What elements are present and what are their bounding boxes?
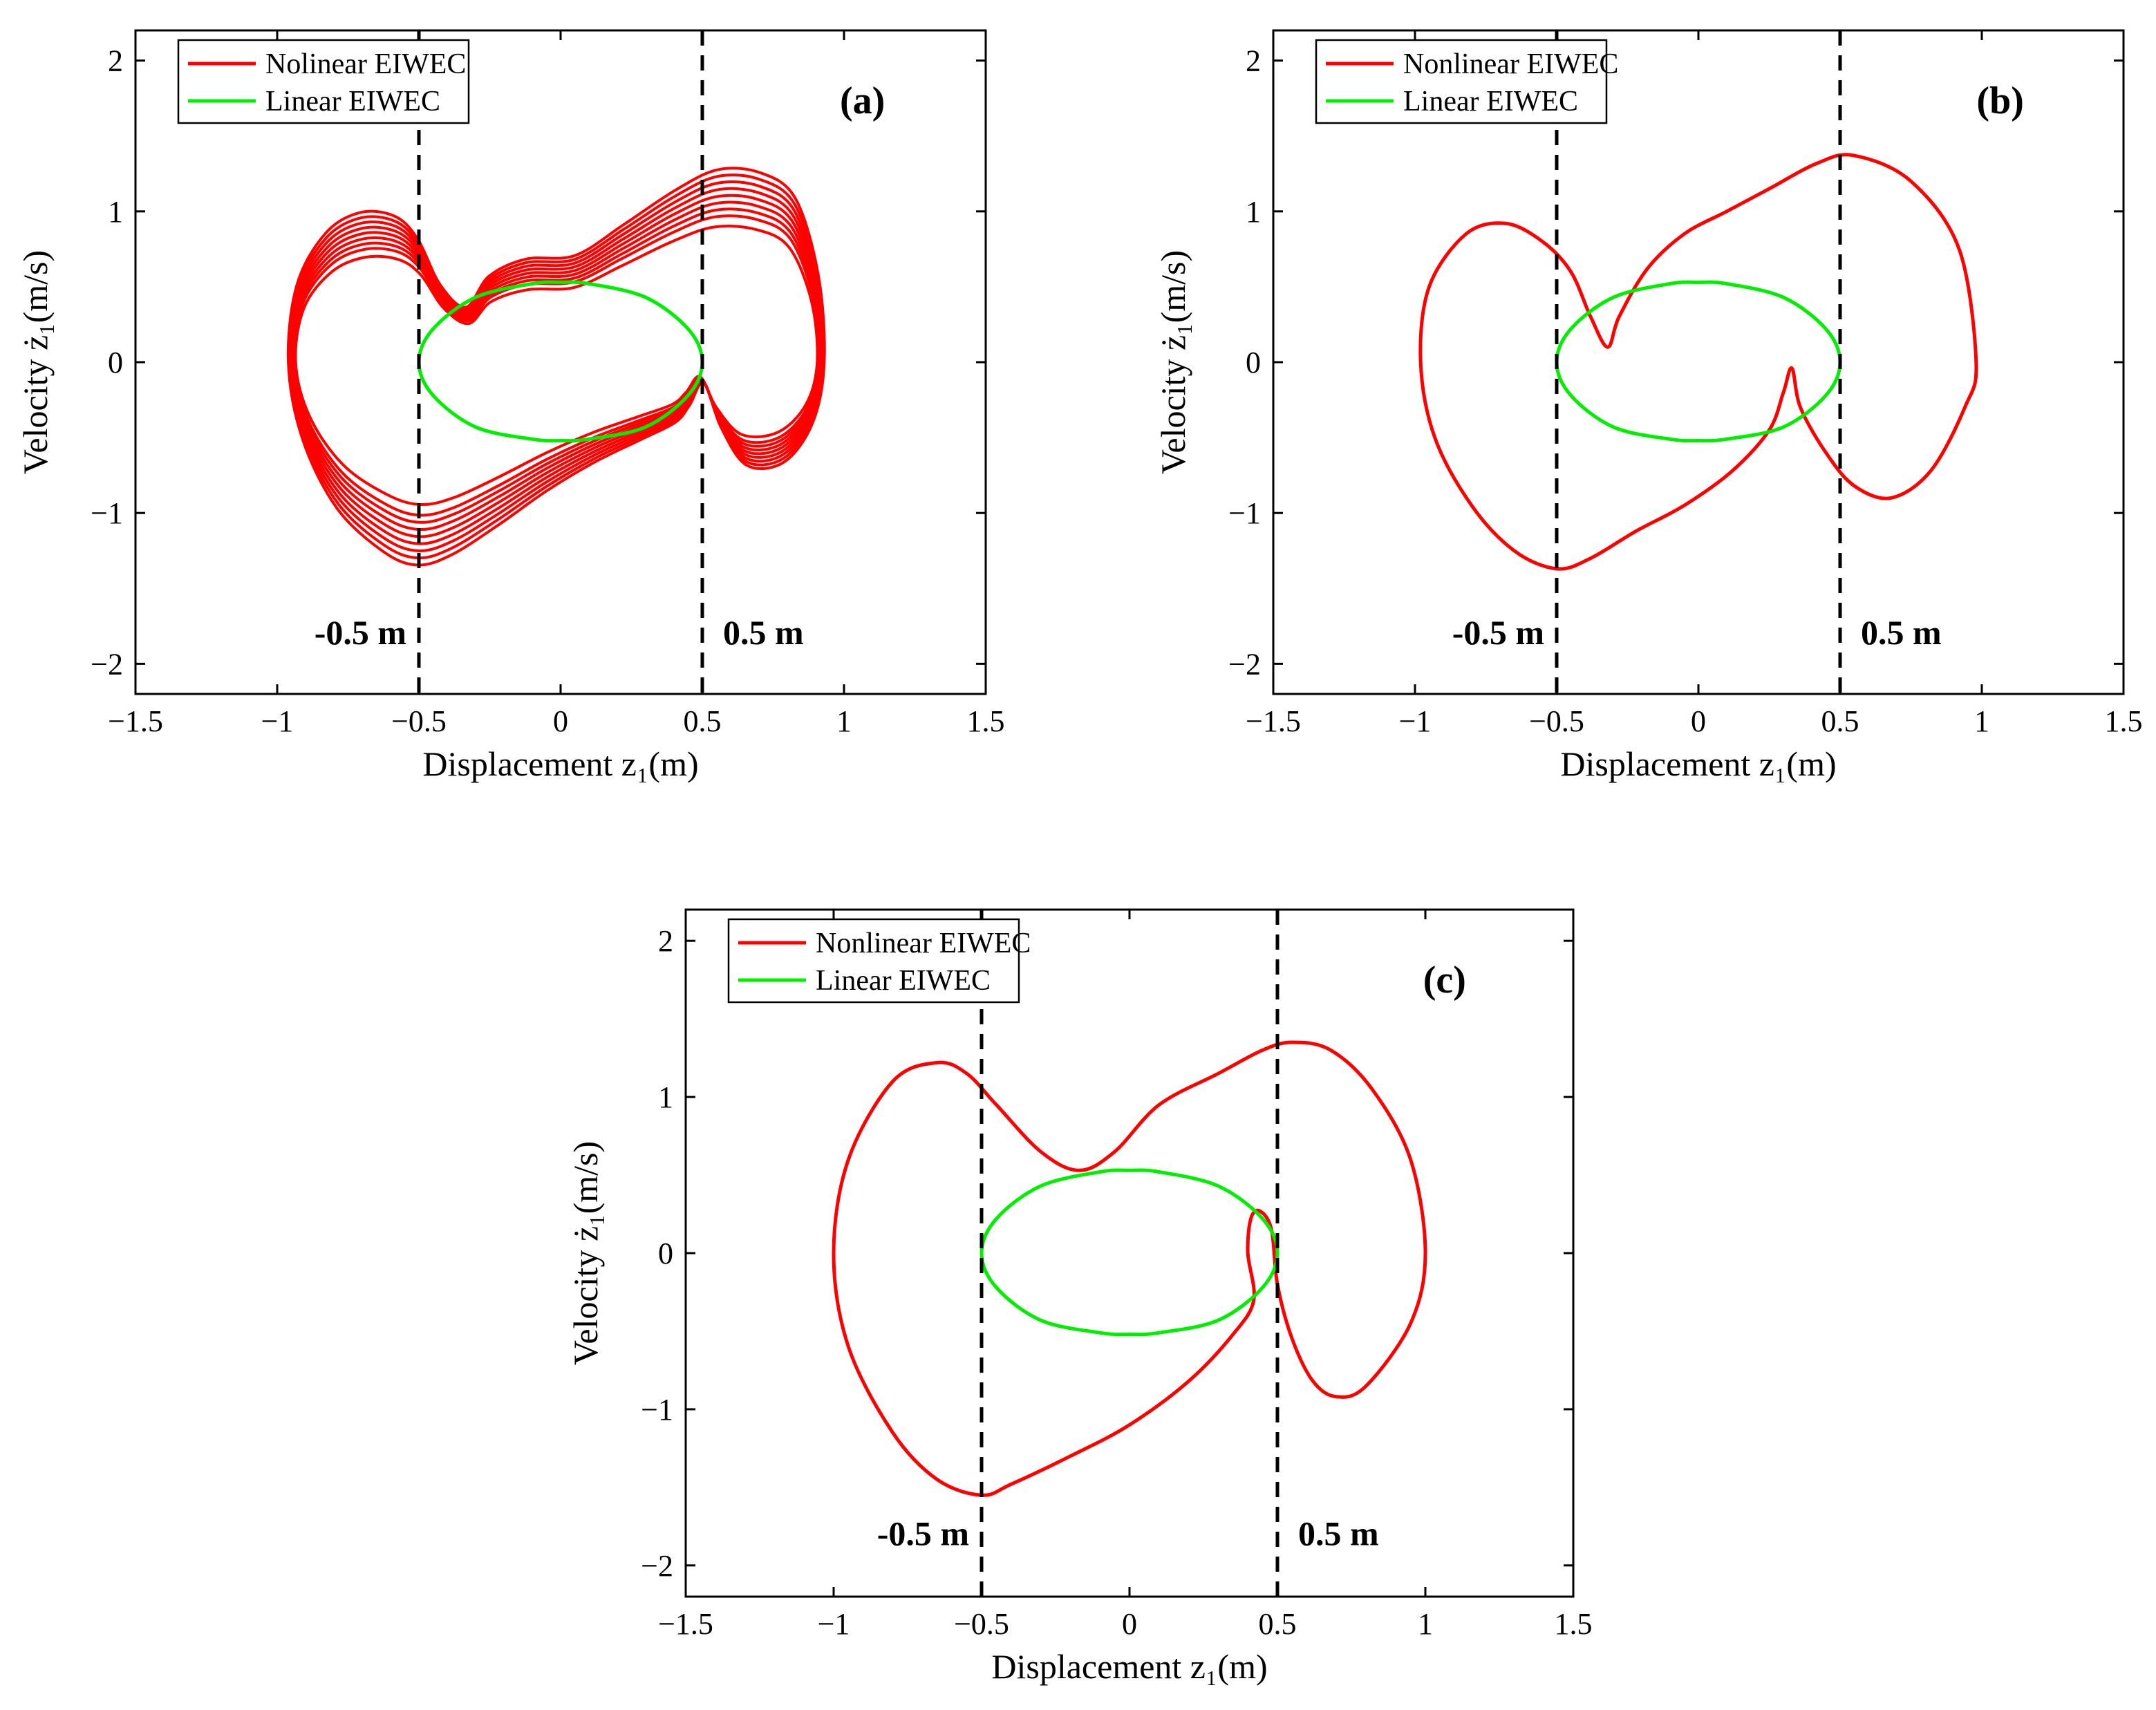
x-tick-label: 1 (836, 704, 852, 738)
series-nonlinear-loop-8 (286, 167, 826, 567)
x-tick-label: 1.5 (2105, 704, 2143, 738)
x-tick-label: −1 (818, 1607, 850, 1641)
y-tick-label: −1 (641, 1393, 673, 1427)
y-tick-label: 1 (658, 1080, 673, 1114)
series-nonlinear-line (1418, 153, 1978, 571)
legend-box (177, 39, 470, 124)
chart-panel-b: −1.5 −1 −0.5 0 0.5 1 1.5 −2 −1 0 1 2 Displacement z₁… (1154, 29, 2143, 783)
boundary-label-pos: 0.5 m (1298, 1514, 1379, 1552)
x-axis-label: Displacement z₁(m) (1560, 744, 1836, 783)
x-tick-label: −1.5 (1246, 704, 1301, 738)
x-tick-label: 0 (553, 704, 568, 738)
axes-frame (134, 29, 987, 695)
y-tick-label: −2 (641, 1549, 673, 1583)
legend-label: Nonlinear EIWEC (1403, 48, 1618, 80)
x-tick-label: −0.5 (954, 1607, 1009, 1641)
x-tick-label: 0 (1691, 704, 1706, 738)
legend-label: Linear EIWEC (265, 86, 440, 118)
legend-label: Nonlinear EIWEC (816, 928, 1031, 959)
legend-label: Linear EIWEC (816, 965, 991, 997)
y-tick-label: 0 (108, 346, 123, 379)
plot-area (1418, 153, 1978, 571)
x-tick-label: −1 (1399, 704, 1432, 738)
series-nonlinear-loop-4 (290, 194, 823, 538)
series-nonlinear-loop-0 (294, 225, 819, 507)
y-axis-label: Velocity ż₁(m/s) (566, 1141, 605, 1365)
panel-label: (c) (1423, 959, 1466, 1002)
x-tick-label: −1.5 (108, 704, 163, 738)
x-tick-label: 0.5 (1821, 704, 1859, 738)
series-nonlinear-loop-7 (288, 173, 825, 560)
x-tick-label: 1 (1418, 1607, 1433, 1641)
plot-area (832, 1040, 1427, 1497)
legend-label: Nolinear EIWEC (265, 48, 466, 80)
x-tick-label: 1.5 (1555, 1607, 1593, 1641)
series-linear-line (1555, 280, 1842, 443)
x-tick-label: −1.5 (658, 1607, 713, 1641)
y-axis-label: Velocity ż₁(m/s) (1154, 250, 1192, 474)
x-tick-label: 0.5 (1259, 1607, 1297, 1641)
series-nonlinear-loop-6 (288, 180, 825, 552)
y-axis-label: Velocity ż₁(m/s) (16, 250, 55, 474)
y-tick-label: −1 (1228, 496, 1261, 530)
series-linear-line (979, 1168, 1279, 1337)
y-tick-label: 0 (658, 1237, 673, 1270)
panel-label: (a) (840, 79, 885, 122)
plot-area (286, 167, 826, 567)
boundary-label-neg: -0.5 m (315, 613, 406, 652)
axes-frame (684, 908, 1575, 1598)
axes-frame (1272, 29, 2125, 695)
panel-label: (b) (1976, 79, 2023, 122)
x-tick-label: −0.5 (391, 704, 447, 738)
series-nonlinear-loop-1 (292, 214, 821, 517)
x-tick-label: −1 (261, 704, 294, 738)
y-tick-label: 1 (108, 195, 123, 229)
boundary-label-pos: 0.5 m (1861, 613, 1942, 652)
x-tick-label: 0.5 (684, 704, 722, 738)
y-tick-label: 2 (108, 44, 123, 78)
chart-panel-c: −1.5 −1 −0.5 0 0.5 1 1.5 −2 −1 0 1 2 Displacement z₁… (566, 908, 1593, 1686)
y-tick-label: 1 (1246, 195, 1261, 229)
y-tick-label: 0 (1246, 346, 1261, 379)
y-tick-label: 2 (658, 924, 673, 958)
series-nonlinear-line (832, 1040, 1427, 1497)
y-tick-label: −1 (91, 496, 123, 530)
x-tick-label: 1 (1974, 704, 1989, 738)
x-axis-label: Displacement z₁(m) (991, 1647, 1267, 1686)
legend-label: Linear EIWEC (1403, 86, 1578, 118)
x-tick-label: 0 (1122, 1607, 1137, 1641)
y-tick-label: −2 (91, 647, 123, 681)
boundary-label-pos: 0.5 m (723, 613, 804, 652)
chart-panel-a: −1.5 −1 −0.5 0 0.5 1 1.5 −2 −1 0 1 2 Displacement z₁… (16, 29, 1005, 783)
y-tick-label: −2 (1228, 647, 1261, 681)
boundary-label-neg: -0.5 m (877, 1514, 969, 1552)
y-tick-label: 2 (1246, 44, 1261, 78)
boundary-label-neg: -0.5 m (1452, 613, 1544, 652)
x-axis-label: Displacement z₁(m) (422, 744, 698, 783)
legend-box (1315, 39, 1608, 124)
x-tick-label: −0.5 (1529, 704, 1584, 738)
legend-box (727, 918, 1020, 1004)
x-tick-label: 1.5 (967, 704, 1005, 738)
